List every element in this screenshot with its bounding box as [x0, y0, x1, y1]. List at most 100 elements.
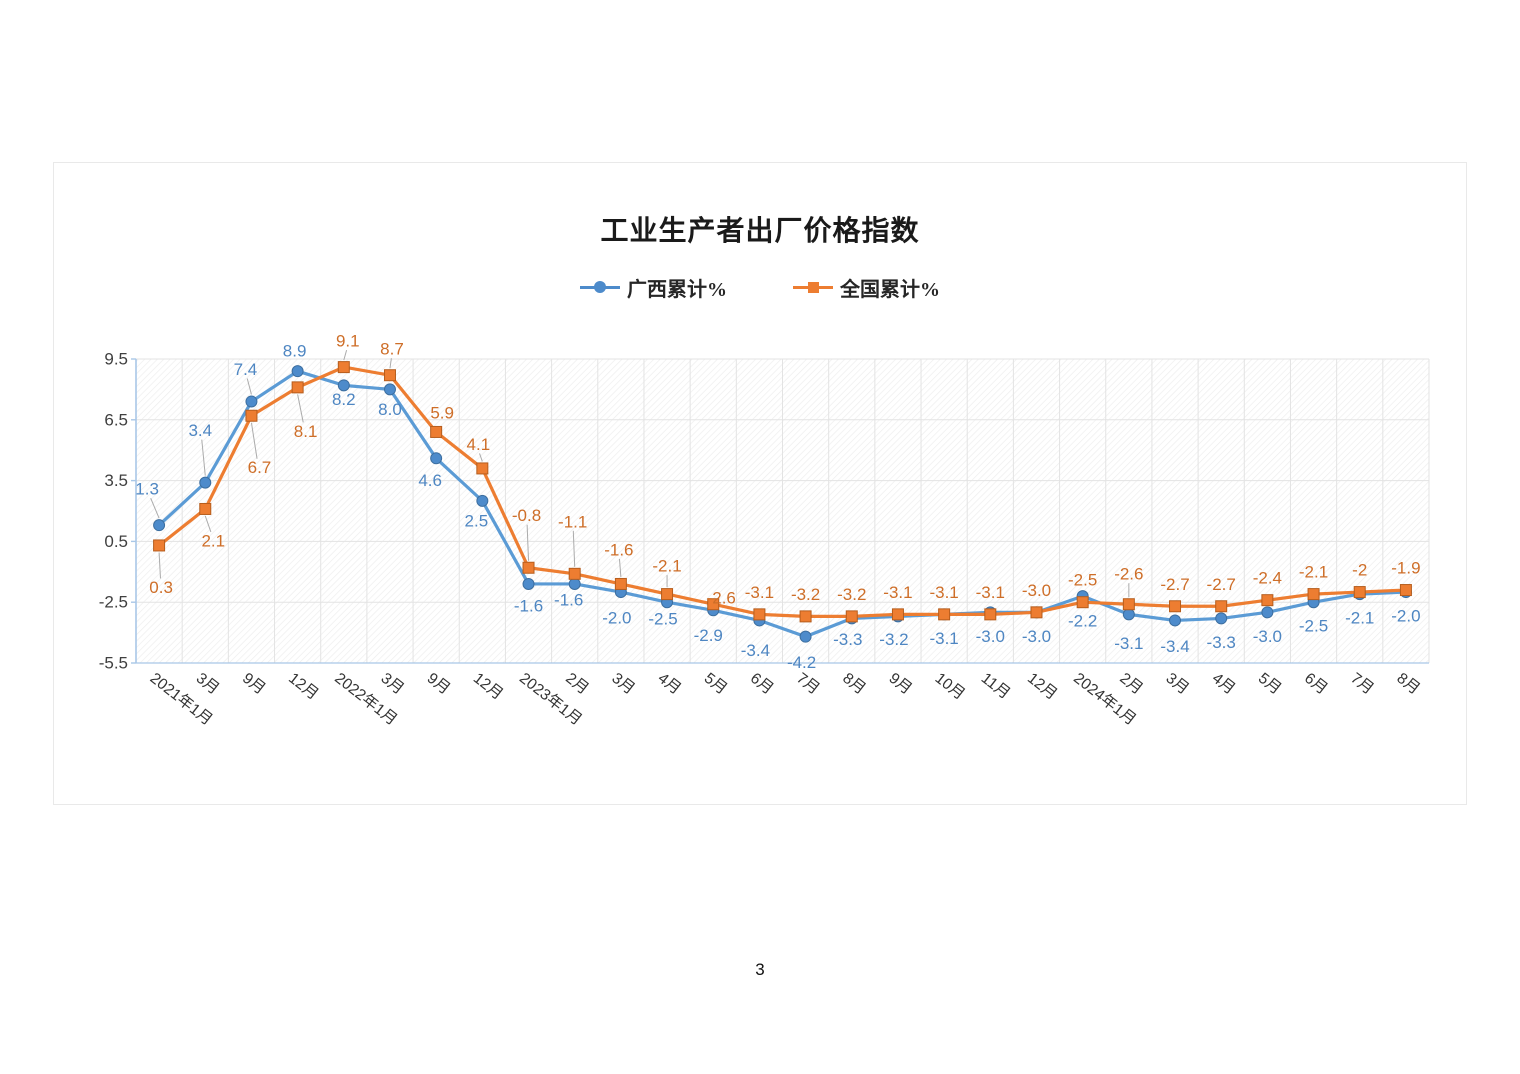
series-guangxi-line — [157, 369, 1408, 639]
x-tick-label: 12月 — [285, 670, 321, 704]
chart-legend: 广西累计% 全国累计% — [54, 273, 1466, 302]
data-point — [153, 519, 166, 532]
data-label: -2.7 — [1160, 575, 1189, 594]
data-point — [614, 577, 627, 590]
x-tick-label: 6月 — [1301, 670, 1330, 698]
leader-lines — [150, 349, 1130, 598]
data-label: -3.2 — [791, 585, 820, 604]
x-tick-label: 3月 — [1163, 670, 1192, 698]
data-label: -1.6 — [554, 590, 583, 609]
data-point — [1169, 614, 1182, 627]
x-tick-label: 9月 — [424, 670, 453, 698]
data-label: -3.1 — [929, 629, 958, 648]
series-national-line — [157, 365, 1408, 618]
data-label: -2.6 — [1114, 565, 1143, 584]
legend-item-national: 全国累计% — [793, 273, 940, 302]
data-label: -3.0 — [1022, 581, 1051, 600]
data-point — [199, 502, 212, 515]
data-label: -2 — [1352, 561, 1367, 580]
data-point — [1399, 584, 1412, 597]
data-label: -2.1 — [1345, 609, 1374, 628]
data-point — [1307, 588, 1320, 601]
data-label: 5.9 — [430, 403, 454, 422]
x-tick-label: 9月 — [239, 670, 268, 698]
data-point — [383, 383, 396, 396]
data-point — [245, 395, 258, 408]
data-point — [199, 476, 212, 489]
x-tick-label: 11月 — [978, 670, 1013, 703]
data-label: -3.4 — [741, 641, 770, 660]
chart-title: 工业生产者出厂价格指数 — [600, 216, 920, 247]
y-tick-label: 9.5 — [104, 350, 128, 369]
x-tick-label: 7月 — [1347, 670, 1376, 698]
data-point — [476, 494, 489, 507]
data-label: -3.2 — [837, 585, 866, 604]
y-tick-label: 0.5 — [104, 532, 128, 551]
data-label: -2.0 — [1391, 607, 1420, 626]
data-point — [383, 369, 396, 382]
x-tick-label: 8月 — [839, 670, 868, 698]
data-label: 4.6 — [418, 471, 442, 490]
data-label: -2.6 — [707, 589, 736, 608]
data-label: 8.2 — [332, 390, 356, 409]
x-tick-label: 10月 — [932, 670, 968, 704]
data-point — [984, 608, 997, 621]
data-point — [476, 462, 489, 475]
series-national — [153, 361, 1412, 623]
data-point — [799, 610, 812, 623]
data-point — [891, 608, 904, 621]
data-label: 4.1 — [467, 435, 491, 454]
x-tick-label: 2月 — [1116, 670, 1145, 698]
data-point — [938, 608, 951, 621]
data-point — [568, 577, 581, 590]
data-label: 9.1 — [336, 332, 360, 351]
data-label: 1.3 — [135, 480, 159, 499]
data-point — [430, 452, 443, 465]
x-tick-label: 9月 — [885, 670, 914, 698]
data-label: -3.1 — [976, 583, 1005, 602]
x-tick-label: 4月 — [655, 670, 684, 698]
data-point — [707, 598, 720, 611]
data-point — [799, 630, 812, 643]
data-point — [845, 610, 858, 623]
data-point — [1215, 612, 1228, 625]
y-tick-label: -2.5 — [99, 593, 128, 612]
page-number: 3 — [755, 960, 765, 979]
data-label: -1.6 — [514, 596, 543, 615]
x-tick-label: 5月 — [701, 670, 730, 698]
data-point — [337, 379, 350, 392]
chart-container: 工业生产者出厂价格指数 广西累计% 全国累计% 9.5 6.5 3.5 0.5 -2.5… — [53, 162, 1467, 805]
data-label: -3.0 — [976, 627, 1005, 646]
data-label: 7.4 — [234, 360, 258, 379]
data-point — [245, 409, 258, 422]
data-label: 8.1 — [294, 422, 318, 441]
data-point — [568, 567, 581, 580]
data-point — [661, 588, 674, 601]
data-point — [153, 539, 166, 552]
x-tick-label: 3月 — [193, 670, 222, 698]
data-label: -2.5 — [1299, 617, 1328, 636]
x-tick-label: 12月 — [1024, 670, 1060, 704]
data-label: -2.7 — [1207, 575, 1236, 594]
x-tick-label: 8月 — [1393, 670, 1422, 698]
x-tick-label: 4月 — [1209, 670, 1238, 698]
x-tick-label: 3月 — [378, 670, 407, 698]
data-point — [430, 425, 443, 438]
data-point — [522, 561, 535, 574]
data-label: 0.3 — [149, 578, 173, 597]
data-label: -2.9 — [694, 626, 723, 645]
data-label: 8.7 — [380, 340, 404, 359]
legend-label-national: 全国累计% — [840, 278, 940, 301]
data-label: -1.9 — [1391, 559, 1420, 578]
data-labels-guangxi: 1.3 3.4 7.4 8.9 8.2 8.0 4.6 2.5 -1.6 -1.6 -2.0 -2.5… — [135, 342, 1420, 672]
data-label: 6.7 — [248, 458, 272, 477]
data-label: 2.1 — [201, 531, 225, 550]
data-label: -3.3 — [833, 630, 862, 649]
x-tick-label: 12月 — [470, 670, 506, 704]
y-tick-label: -5.5 — [99, 654, 128, 673]
data-label: -2.5 — [1068, 571, 1097, 590]
data-label: -2.1 — [652, 557, 681, 576]
data-point — [1122, 608, 1135, 621]
